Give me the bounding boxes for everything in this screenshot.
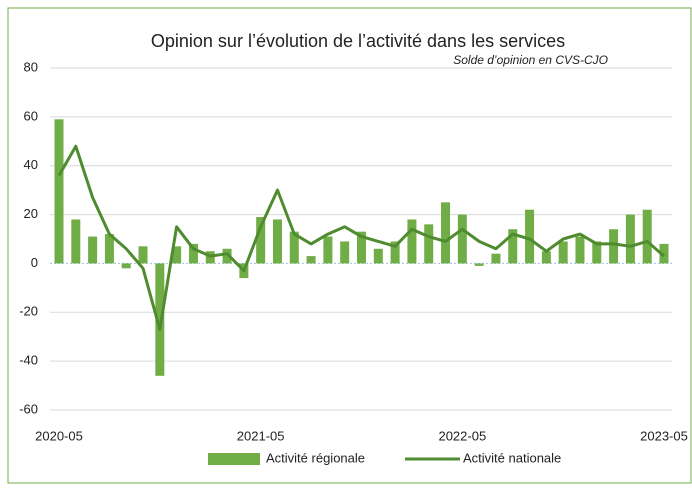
- bar: [306, 256, 316, 264]
- y-tick-label: -20: [19, 304, 38, 319]
- frame: [7, 7, 692, 484]
- y-tick-label: -40: [19, 353, 38, 368]
- bar: [121, 263, 131, 269]
- x-tick-label: 2023-05: [640, 428, 688, 443]
- bar: [659, 243, 669, 264]
- y-tick-label: 60: [24, 108, 38, 123]
- bar: [172, 246, 182, 264]
- bar: [609, 229, 619, 264]
- bar: [441, 202, 451, 264]
- bar: [289, 231, 299, 264]
- y-tick-label: 20: [24, 206, 38, 221]
- bar: [390, 241, 400, 264]
- bar: [104, 234, 114, 264]
- bar: [491, 253, 501, 264]
- y-tick-label: 0: [31, 255, 38, 270]
- bar: [357, 231, 366, 264]
- bar: [88, 236, 98, 264]
- bar: [407, 219, 417, 264]
- legend-swatch: [208, 453, 260, 465]
- bar: [54, 119, 64, 264]
- bar: [558, 241, 568, 264]
- bar: [625, 214, 635, 264]
- y-tick-label: -60: [19, 401, 38, 416]
- bar: [474, 263, 484, 266]
- bar: [424, 224, 434, 264]
- y-tick-label: 80: [24, 59, 38, 74]
- bar: [575, 236, 585, 264]
- bar: [71, 219, 81, 264]
- x-tick-label: 2020-05: [35, 428, 83, 443]
- line: [57, 144, 665, 331]
- legend-label: Activité nationale: [463, 450, 561, 465]
- legend-label: Activité régionale: [266, 450, 365, 465]
- x-tick-label: 2021-05: [237, 428, 285, 443]
- chart-title: Opinion sur l’évolution de l’activité da…: [151, 31, 565, 51]
- bar: [272, 219, 282, 264]
- bar: [340, 241, 350, 264]
- y-tick-label: 40: [24, 157, 38, 172]
- bar: [323, 236, 333, 264]
- bar: [222, 248, 232, 264]
- bar: [188, 243, 198, 264]
- chart-subtitle: Solde d’opinion en CVS-CJO: [453, 53, 608, 67]
- x-tick-label: 2022-05: [438, 428, 486, 443]
- bar: [373, 248, 383, 264]
- bar: [642, 209, 652, 264]
- bar: [256, 217, 266, 264]
- bar: [541, 251, 551, 264]
- bar: [592, 241, 602, 264]
- bar: [457, 214, 467, 264]
- bar: [525, 209, 535, 264]
- bar: [508, 229, 518, 264]
- bar: [155, 263, 165, 376]
- bar: [138, 246, 148, 264]
